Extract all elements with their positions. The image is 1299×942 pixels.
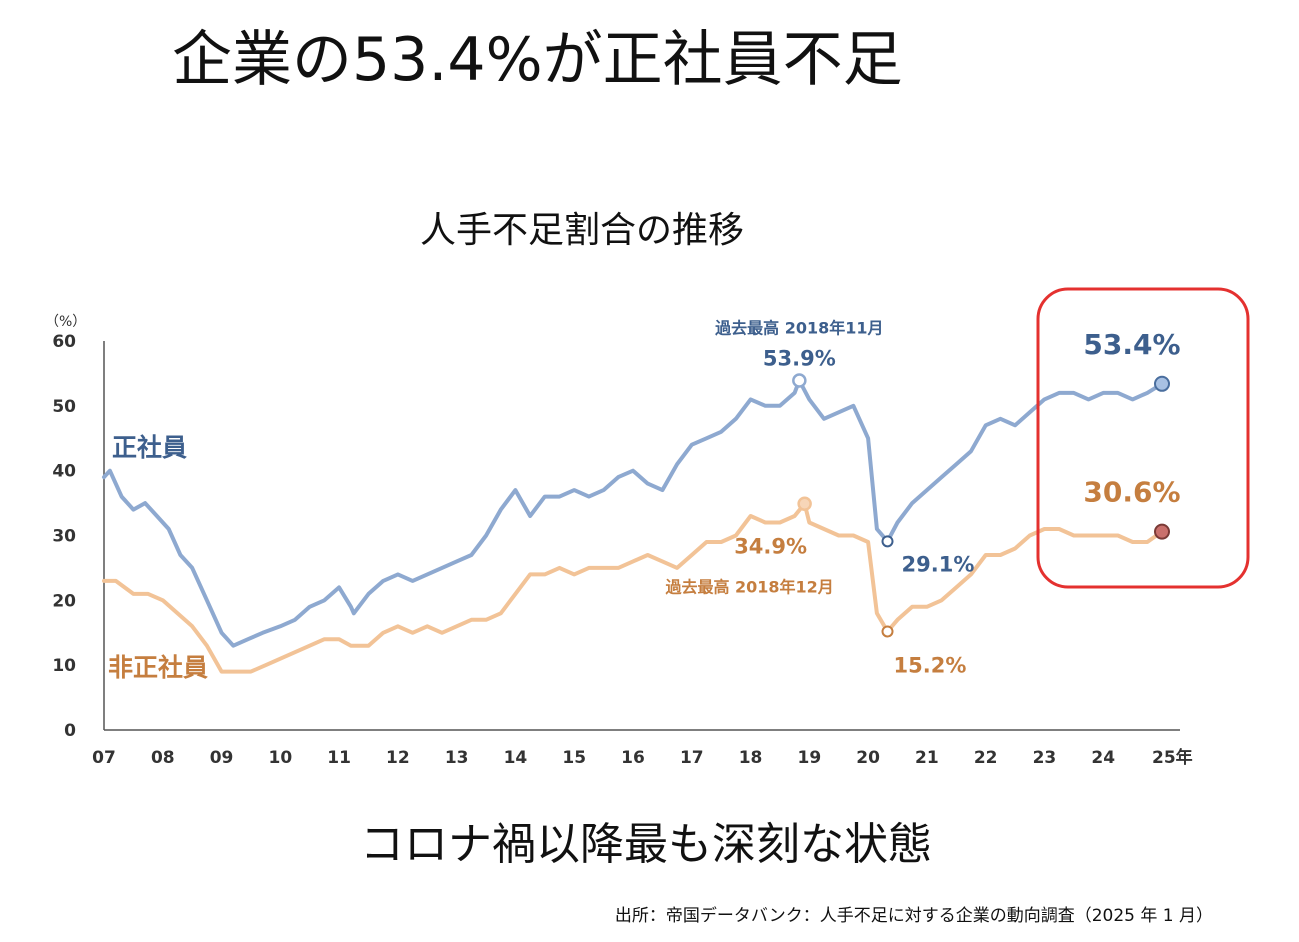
series-label-regular: 正社員 — [112, 433, 187, 462]
annotation-value-label: 53.4% — [1083, 328, 1180, 361]
peak-point-marker — [797, 496, 812, 511]
x-tick-label: 11 — [327, 748, 351, 768]
series-label-non-regular: 非正社員 — [108, 653, 208, 682]
x-tick-label: 24 — [1091, 748, 1115, 768]
y-tick-label: 50 — [52, 397, 76, 417]
x-tick-label: 08 — [151, 748, 175, 768]
x-tick-label: 22 — [974, 748, 998, 768]
latest-values-highlight-box — [1036, 287, 1250, 589]
x-tick-label: 18 — [739, 748, 763, 768]
annotation-note-label: 過去最高 2018年11月 — [714, 319, 883, 338]
x-tick-label: 13 — [445, 748, 469, 768]
y-tick-label: 40 — [52, 462, 76, 482]
annotation-value-label: 15.2% — [894, 653, 967, 677]
regular-employee-line — [102, 378, 1164, 648]
annotation-note-label: 過去最高 2018年12月 — [664, 578, 833, 597]
chart-tick-labels: （%） 0 10 20 30 40 50 60 07 08 09 10 11 12 13 14 15 16 17 18… — [45, 314, 1193, 768]
x-tick-label: 10 — [268, 748, 292, 768]
low-point-marker — [881, 625, 894, 638]
y-tick-label: 60 — [52, 332, 76, 352]
source-note: 出所：帝国データバンク：人手不足に対する企業の動向調査（2025 年 1 月） — [614, 906, 1213, 926]
annotation-value-label: 30.6% — [1083, 476, 1180, 509]
conclusion-text: コロナ禍以降最も深刻な状態 — [360, 819, 932, 870]
chart-series-lines — [102, 378, 1164, 674]
x-tick-label: 07 — [92, 748, 116, 768]
x-tick-label: 20 — [856, 748, 880, 768]
y-axis-unit: （%） — [45, 314, 86, 330]
x-tick-label: 21 — [915, 748, 939, 768]
x-tick-label: 14 — [504, 748, 528, 768]
x-tick-label: 17 — [680, 748, 704, 768]
x-tick-label: 19 — [797, 748, 821, 768]
y-tick-label: 0 — [64, 721, 76, 741]
x-tick-label: 16 — [621, 748, 645, 768]
peak-point-marker — [792, 373, 807, 388]
chart-point-markers — [792, 373, 1170, 638]
latest-point-marker — [1154, 523, 1170, 540]
y-tick-label: 10 — [52, 656, 76, 676]
annotation-value-label: 34.9% — [734, 535, 807, 559]
headline: 企業の53.4%が正社員不足 — [172, 25, 903, 95]
y-tick-label: 30 — [52, 527, 76, 547]
annotation-value-label: 53.9% — [763, 347, 836, 371]
x-tick-label: 15 — [562, 748, 586, 768]
y-tick-label: 20 — [52, 591, 76, 611]
annotation-value-label: 29.1% — [902, 552, 975, 576]
chart-axes — [103, 341, 1180, 731]
low-point-marker — [881, 535, 894, 548]
non-regular-employee-line — [102, 501, 1164, 674]
x-tick-label: 23 — [1033, 748, 1057, 768]
x-tick-label: 09 — [210, 748, 234, 768]
x-tick-label: 25年 — [1152, 747, 1193, 768]
chart-title: 人手不足割合の推移 — [420, 210, 745, 251]
latest-point-marker — [1154, 375, 1170, 392]
x-tick-label: 12 — [386, 748, 410, 768]
